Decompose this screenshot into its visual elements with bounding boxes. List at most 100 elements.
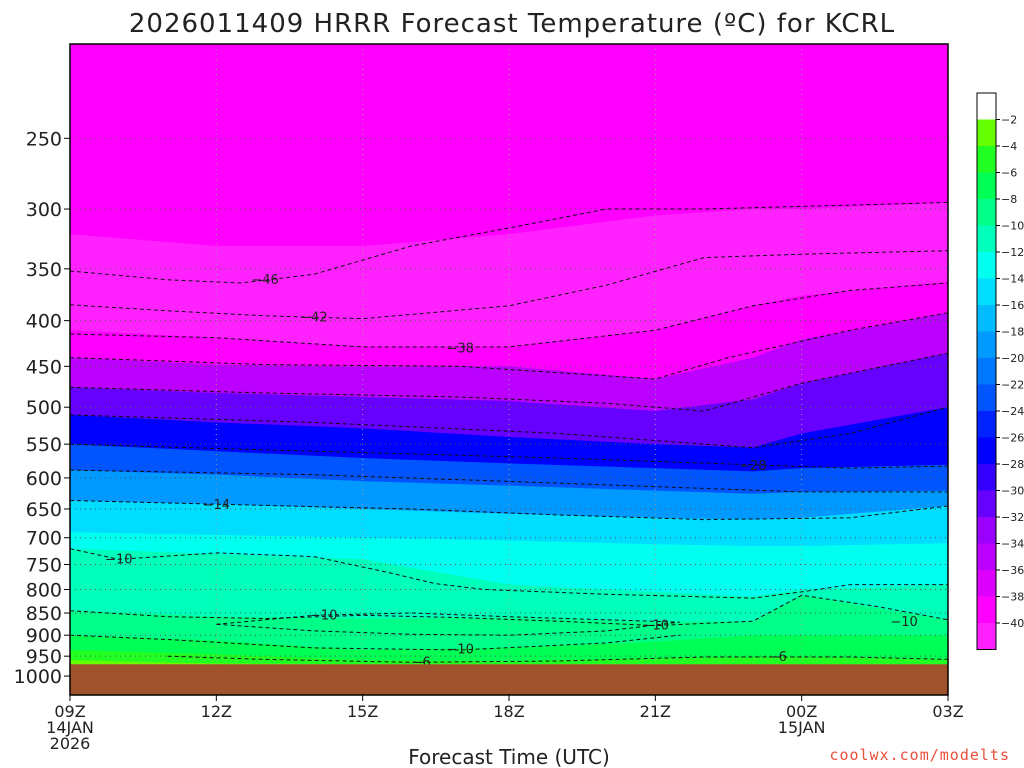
contour-label: −46	[251, 273, 278, 288]
colorbar-label: −38	[1001, 591, 1024, 604]
colorbar-label: −34	[1001, 538, 1024, 551]
y-tick-label: 950	[26, 646, 62, 668]
colorbar-swatch	[977, 464, 996, 491]
colorbar-swatch	[977, 411, 996, 438]
x-tick-label: 03Z	[932, 702, 963, 721]
x-tick-label: 14JAN	[46, 718, 94, 737]
contour-line	[70, 443, 948, 469]
y-tick-label: 550	[26, 434, 62, 456]
colorbar-label: −22	[1001, 379, 1024, 392]
x-tick-label: 2026	[50, 734, 91, 753]
contour-line	[70, 469, 948, 493]
colorbar-label: −8	[1001, 193, 1017, 206]
colorbar-label: −4	[1001, 140, 1017, 153]
colorbar-label: −36	[1001, 564, 1024, 577]
x-tick-label: 09Z	[54, 702, 85, 721]
contour-line	[70, 594, 948, 627]
contour-label: −42	[300, 311, 327, 326]
colorbar-swatch	[977, 93, 996, 120]
y-tick-label: 300	[26, 199, 62, 221]
contour-label: −6	[768, 650, 787, 665]
y-tick-label: 350	[26, 259, 62, 281]
y-tick-label: 400	[26, 311, 62, 333]
colorbar-swatch	[977, 331, 996, 358]
colorbar-label: −30	[1001, 485, 1024, 498]
y-tick-label: 850	[26, 603, 62, 625]
y-tick-label: 700	[26, 528, 62, 550]
contour-line	[70, 352, 948, 412]
colorbar-label: −2	[1001, 114, 1017, 127]
contour-label: −14	[203, 498, 230, 513]
contour-line	[70, 500, 948, 521]
contour-label: −10	[447, 643, 474, 658]
contour-line	[216, 612, 680, 636]
contour-line	[167, 655, 948, 663]
colorbar-label: −26	[1001, 432, 1024, 445]
colorbar-label: −12	[1001, 246, 1024, 259]
grid	[70, 44, 948, 695]
colorbar-swatch	[977, 146, 996, 173]
colorbar-swatch	[977, 517, 996, 544]
y-tick-label: 1000	[14, 666, 62, 688]
y-tick-label: 500	[26, 397, 62, 419]
x-tick-label: 15Z	[347, 702, 378, 721]
contour-lines	[70, 202, 948, 663]
colorbar-swatch	[977, 384, 996, 411]
colorbar-swatch	[977, 358, 996, 385]
contour-line	[70, 202, 948, 284]
colorbar: −2 −4 −6 −8 −10 −12 −14 −16 −18 −20 −22 −24 −26 −28 −3…	[976, 92, 1024, 650]
colorbar-label: −18	[1001, 326, 1024, 339]
colorbar-frame	[976, 92, 997, 650]
colorbar-swatch	[977, 543, 996, 570]
y-tick-label: 800	[26, 580, 62, 602]
colorbar-swatch	[977, 596, 996, 623]
x-tick-label: 12Z	[201, 702, 232, 721]
y-tick-label: 450	[26, 356, 62, 378]
contour-labels: −46−42−38−28−14−10−10−10−10 −10−6 −6	[105, 273, 918, 670]
colorbar-label: −24	[1001, 405, 1024, 418]
colorbar-swatch	[977, 437, 996, 464]
colorbar-label: −14	[1001, 273, 1024, 286]
y-tick-label: 600	[26, 468, 62, 490]
colorbar-swatch	[977, 172, 996, 199]
contour-label: −10	[890, 615, 917, 630]
credit-link[interactable]: coolwx.com/modelts	[829, 746, 1010, 764]
colorbar-swatch	[977, 252, 996, 279]
colorbar-label: −6	[1001, 167, 1017, 180]
y-tick-label: 250	[26, 128, 62, 150]
colorbar-label: −32	[1001, 511, 1024, 524]
colorbar-label: −20	[1001, 352, 1024, 365]
colorbar-swatch	[977, 570, 996, 597]
colorbar-swatch	[977, 623, 996, 650]
contour-label: −10	[642, 619, 669, 634]
contour-label: −38	[447, 342, 474, 357]
colorbar-label: −10	[1001, 220, 1024, 233]
x-tick-label: 21Z	[640, 702, 671, 721]
colorbar-swatch	[977, 490, 996, 517]
contour-label: −10	[310, 608, 337, 623]
x-tick-label: 18Z	[493, 702, 524, 721]
contour-label: −28	[739, 459, 766, 474]
colorbar-swatch	[977, 225, 996, 252]
colorbar-label: −40	[1001, 617, 1024, 630]
chart-title: 2026011409 HRRR Forecast Temperature (ºC…	[129, 9, 895, 39]
colorbar-swatch	[977, 199, 996, 226]
x-tick-label: 00Z	[786, 702, 817, 721]
colorbar-swatch	[977, 119, 996, 146]
y-tick-label: 750	[26, 554, 62, 576]
y-axis: 2503003504004505005506006507007508008509…	[14, 128, 70, 688]
y-tick-label: 900	[26, 625, 62, 647]
x-tick-label: 15JAN	[778, 718, 826, 737]
contour-line	[70, 548, 948, 599]
ground-surface	[70, 664, 948, 695]
x-axis-title: Forecast Time (UTC)	[408, 745, 610, 768]
contour-line	[70, 634, 680, 651]
contour-line	[70, 406, 948, 449]
contour-line	[70, 282, 948, 348]
contour-line	[70, 312, 948, 380]
colorbar-swatch	[977, 278, 996, 305]
colorbar-label: −16	[1001, 299, 1024, 312]
colorbar-label: −28	[1001, 458, 1024, 471]
